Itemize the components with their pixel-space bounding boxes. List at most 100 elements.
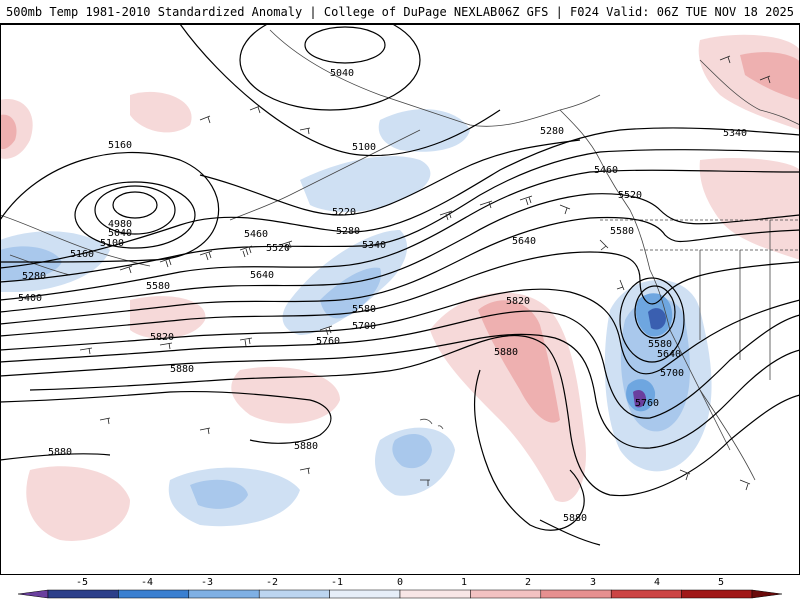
legend-tick: -5: [76, 577, 88, 588]
height-label: 5520: [266, 243, 290, 254]
height-label: 5640: [512, 236, 536, 247]
alaska-coast: [269, 29, 601, 127]
pos-anomaly-pac: [231, 366, 340, 424]
height-label: 5820: [506, 296, 530, 307]
legend-bin: [399, 589, 471, 599]
neg-anomaly-low-4: [648, 308, 666, 330]
pos-anomaly-nw-2: [0, 114, 17, 150]
legend-tick: 3: [590, 577, 596, 588]
legend-tick: 5: [718, 577, 724, 588]
height-label: 5880: [48, 447, 72, 458]
legend-tick-labels: -5 -4 -3 -2 -1 0 1 2 3 4 5: [76, 577, 724, 588]
height-label: 5520: [618, 190, 642, 201]
contour-5100: [74, 181, 196, 249]
height-label: 5280: [540, 126, 564, 137]
hawaii: [419, 418, 444, 430]
legend-tick: -2: [266, 577, 278, 588]
legend-bin: [540, 589, 612, 599]
height-label: 4980: [108, 219, 132, 230]
height-label: 5880: [494, 347, 518, 358]
pos-anomaly-ridge: [430, 292, 586, 502]
height-label: 5760: [316, 336, 340, 347]
legend-tick: 0: [397, 577, 403, 588]
model-run-info: 06Z GFS | F024 Valid: 06Z TUE NOV 18 202…: [497, 5, 794, 19]
height-label: 5040: [108, 228, 132, 239]
contour-5340: [0, 149, 800, 283]
height-label: 5640: [250, 270, 274, 281]
contour-5040: [94, 185, 176, 235]
height-label: 5880: [170, 364, 194, 375]
height-label: 5460: [244, 229, 268, 240]
pos-anomaly-sw: [26, 466, 130, 541]
height-label: 5880: [563, 513, 587, 524]
height-label: 5880: [294, 441, 318, 452]
contour-5880-b: [473, 369, 585, 531]
aleutian-chain: [229, 129, 421, 221]
contour-5880-c: [0, 453, 111, 461]
contour-5880-a: [0, 390, 332, 444]
height-label: 5100: [352, 142, 376, 153]
contour-5040-top: [304, 26, 386, 64]
height-label: 5280: [22, 271, 46, 282]
contour-low-inner: [634, 285, 676, 339]
contour-5460: [0, 193, 800, 313]
legend-tick: -1: [331, 577, 343, 588]
wind-barbs: [79, 55, 771, 491]
contour-5580: [0, 251, 800, 337]
neg-anomaly-aleutian: [300, 156, 431, 212]
legend-bin: [470, 589, 542, 599]
contour-5640: [0, 288, 800, 375]
legend-bin: [47, 589, 119, 599]
legend-tick: -4: [141, 577, 153, 588]
contour-5220: [199, 139, 581, 216]
legend-bin: [188, 589, 260, 599]
height-label: 5760: [635, 398, 659, 409]
pos-anomaly-gulf-ak: [130, 91, 192, 133]
baja: [699, 389, 756, 481]
height-label: 5640: [657, 349, 681, 360]
contour-5160-top: [179, 24, 501, 157]
legend-bin: [329, 589, 401, 599]
height-label: 5580: [352, 304, 376, 315]
bc-coast: [559, 109, 651, 271]
height-label: 5340: [723, 128, 747, 139]
legend-bin: [118, 589, 190, 599]
contour-5760: [0, 333, 800, 449]
contour-5820: [29, 334, 800, 497]
legend-tick: 2: [525, 577, 531, 588]
legend-color-bins: [17, 589, 783, 599]
contour-5100-top: [239, 24, 421, 111]
neg-anomaly-bc: [378, 109, 470, 152]
legend-bin: [258, 589, 330, 599]
pos-anomaly-ridge-2: [478, 300, 560, 423]
legend-tick: -3: [201, 577, 213, 588]
height-label: 5580: [648, 339, 672, 350]
east-landmass: [699, 59, 800, 126]
height-label: 5580: [146, 281, 170, 292]
height-label: 5340: [362, 240, 386, 251]
legend-bin: [610, 589, 682, 599]
legend-tick: 1: [461, 577, 467, 588]
pos-anomaly-east: [699, 158, 800, 260]
contour-5700: [0, 310, 800, 419]
contour-5520: [0, 216, 800, 325]
height-label: 5400: [18, 293, 42, 304]
us-west-coast: [649, 269, 731, 451]
height-label: 5280: [336, 226, 360, 237]
map-title: 500mb Temp 1981-2010 Standardized Anomal…: [6, 5, 498, 19]
contour-5160: [0, 151, 219, 263]
height-contours: [0, 24, 800, 546]
height-label: 5460: [594, 165, 618, 176]
height-label: 5580: [610, 226, 634, 237]
contour-5880-d: [539, 519, 601, 546]
neg-anomaly-subtrop-2: [392, 434, 432, 469]
contour-low-outer: [619, 277, 685, 363]
anomaly-legend: -5 -4 -3 -2 -1 0 1 2 3 4 5: [0, 575, 800, 600]
height-label: 5160: [70, 249, 94, 260]
height-label: 5160: [108, 140, 132, 151]
contour-5280: [0, 127, 800, 269]
height-label: 5820: [150, 332, 174, 343]
height-label: 5700: [352, 321, 376, 332]
kamchatka: [9, 254, 71, 276]
anomaly-map: 5040 5160 5100 4980 5040 5100 5160 5280 …: [0, 24, 800, 575]
